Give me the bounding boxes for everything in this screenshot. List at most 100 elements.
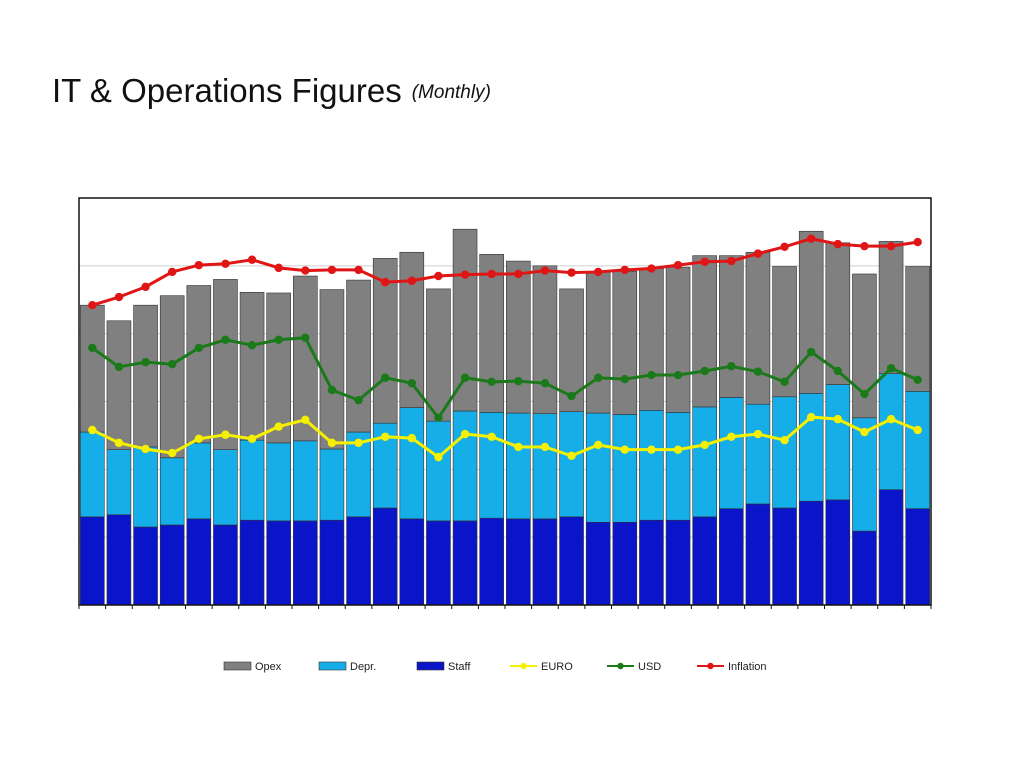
- line-marker: [487, 377, 496, 387]
- line-marker: [380, 373, 390, 382]
- bar: [612, 270, 638, 415]
- bar: [186, 518, 212, 606]
- bar: [106, 449, 132, 516]
- bar: [612, 521, 638, 606]
- line-marker: [700, 366, 709, 376]
- line-marker: [247, 340, 257, 350]
- subtitle: (Monthly): [412, 82, 491, 103]
- bar: [639, 410, 664, 521]
- line-marker: [380, 432, 390, 441]
- line-marker: [567, 391, 576, 401]
- line-marker: [647, 264, 656, 273]
- line-marker: [780, 435, 789, 445]
- chart-title: IT & Operations Figures (Monthly): [52, 72, 491, 109]
- bar: [878, 373, 904, 490]
- bar: [532, 518, 558, 606]
- bar: [506, 412, 531, 520]
- bar: [878, 489, 904, 606]
- line-marker: [647, 370, 656, 380]
- line-marker: [434, 413, 443, 422]
- line-marker: [141, 282, 150, 292]
- line-marker: [593, 373, 603, 382]
- bar: [159, 295, 185, 459]
- bar: [293, 440, 318, 522]
- title: IT & Operations Figures: [52, 72, 402, 109]
- bar: [479, 412, 504, 519]
- line-marker: [567, 451, 576, 460]
- bar: [426, 420, 451, 522]
- line-marker: [860, 427, 869, 437]
- line-marker: [647, 445, 656, 454]
- legend-label: Staff: [448, 661, 471, 673]
- bar: [585, 271, 611, 414]
- bar: [772, 396, 797, 509]
- bar: [639, 519, 664, 606]
- line-marker: [274, 263, 283, 273]
- line-marker: [727, 432, 736, 441]
- line-marker: [514, 269, 523, 279]
- bar: [186, 442, 212, 520]
- line-marker: [247, 255, 257, 264]
- line-marker: [407, 378, 417, 388]
- bar: [559, 516, 584, 606]
- bar: [878, 241, 904, 374]
- line-marker: [673, 445, 683, 454]
- line-marker: [806, 347, 816, 357]
- line-marker: [567, 268, 576, 277]
- line-marker: [540, 378, 550, 388]
- bar: [399, 407, 425, 520]
- bar: [80, 431, 105, 518]
- line-marker: [727, 362, 736, 371]
- bar: [319, 448, 345, 521]
- legend-label: Inflation: [728, 661, 767, 673]
- line-marker: [301, 333, 310, 342]
- line-marker: [833, 414, 843, 424]
- bar: [426, 288, 451, 422]
- bar: [612, 414, 638, 523]
- bar: [665, 519, 691, 606]
- line-marker: [221, 259, 230, 268]
- line-marker: [88, 343, 97, 353]
- line-marker: [141, 357, 150, 367]
- bar: [506, 260, 531, 414]
- bar: [213, 279, 238, 450]
- bar: [133, 446, 158, 528]
- line-marker: [167, 359, 177, 369]
- bar: [186, 285, 212, 444]
- line-marker: [434, 271, 443, 281]
- bar: [266, 292, 291, 444]
- bar: [825, 384, 851, 501]
- legend-label: USD: [638, 661, 661, 673]
- line-marker: [753, 249, 763, 258]
- bar: [399, 251, 425, 408]
- line-marker: [167, 267, 177, 277]
- line-marker: [221, 430, 230, 439]
- line-marker: [194, 343, 204, 353]
- line-marker: [620, 374, 630, 384]
- line-marker: [514, 442, 523, 452]
- bar: [905, 508, 930, 606]
- line-marker: [780, 242, 789, 252]
- legend-marker: [617, 662, 624, 670]
- bar: [905, 391, 930, 509]
- line-marker: [886, 414, 896, 424]
- line-marker: [460, 373, 470, 382]
- legend-marker: [707, 662, 714, 670]
- bar: [159, 457, 185, 526]
- line-marker: [620, 265, 630, 275]
- line-marker: [620, 445, 630, 454]
- line-marker: [460, 429, 470, 439]
- bar: [213, 449, 238, 526]
- bar: [372, 507, 398, 606]
- line-marker: [327, 438, 337, 448]
- line-marker: [860, 241, 869, 251]
- line-marker: [194, 260, 204, 270]
- line-marker: [487, 269, 496, 279]
- bar: [585, 412, 611, 523]
- line-marker: [833, 239, 843, 249]
- line-marker: [301, 415, 310, 425]
- bar: [239, 439, 265, 521]
- line: [91, 237, 918, 307]
- bar: [772, 266, 797, 398]
- bar: [479, 254, 504, 413]
